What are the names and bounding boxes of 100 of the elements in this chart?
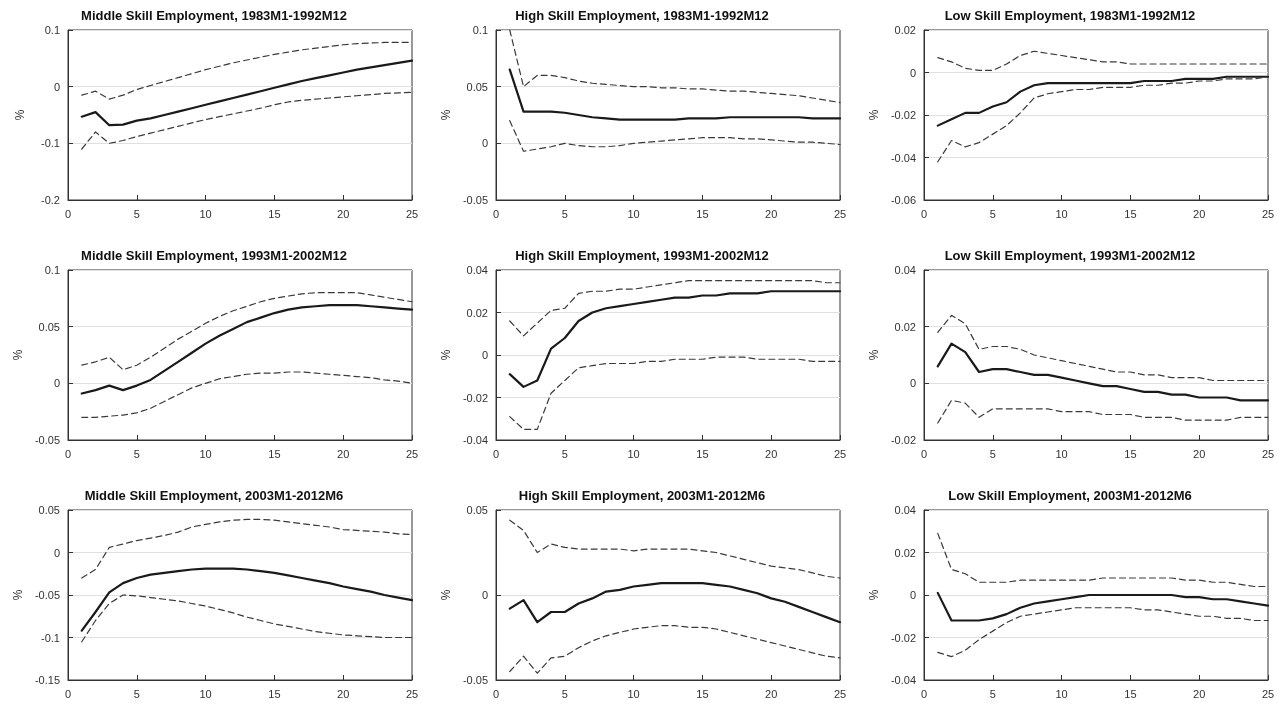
y-tick-label: 0.02 (894, 24, 916, 36)
y-tick-label: -0.04 (462, 434, 488, 446)
x-tick-label: 5 (989, 447, 996, 460)
y-tick-label: 0.1 (44, 24, 60, 36)
x-tick-label: 10 (1055, 207, 1068, 220)
x-tick-label: 0 (920, 207, 928, 220)
x-tick-label: 25 (405, 207, 419, 220)
x-tick-label: 15 (268, 687, 281, 700)
y-tick-label: 0.05 (466, 504, 488, 516)
x-tick-label: 15 (268, 207, 281, 220)
x-tick-label: 25 (405, 687, 419, 700)
x-tick-label: 25 (833, 207, 847, 220)
line-series (80, 567, 414, 632)
x-tick-label: 20 (765, 687, 778, 700)
y-axis-title: % (867, 349, 882, 361)
y-axis-title: % (867, 589, 882, 601)
y-tick-label: 0.04 (894, 504, 916, 516)
x-tick-label: 5 (133, 207, 140, 220)
line-series (508, 290, 842, 388)
y-tick-label: -0.05 (34, 434, 60, 446)
y-tick-label: 0.04 (894, 264, 916, 276)
line-series (936, 591, 1270, 622)
x-tick-label: 5 (989, 687, 996, 700)
x-tick-label: 25 (1261, 687, 1275, 700)
y-tick-label: -0.02 (890, 109, 916, 121)
chart-title: Middle Skill Employment, 2003M1-2012M6 (84, 488, 344, 503)
chart-title: Low Skill Employment, 1993M1-2002M12 (944, 248, 1196, 263)
y-tick-label: 0 (909, 377, 916, 390)
x-tick-label: 25 (833, 447, 847, 460)
x-tick-label: 20 (1193, 207, 1206, 220)
y-tick-label: 0 (909, 589, 916, 601)
x-tick-label: 10 (199, 447, 212, 460)
chart-title: High Skill Employment, 2003M1-2012M6 (518, 488, 766, 503)
x-tick-label: 10 (199, 207, 212, 220)
y-tick-label: -0.2 (41, 194, 60, 206)
x-tick-label: 25 (833, 687, 847, 700)
y-tick-label: 0.05 (38, 504, 60, 516)
y-tick-label: -0.02 (462, 391, 488, 404)
x-tick-label: 5 (133, 447, 140, 460)
y-axis-title: % (439, 349, 454, 361)
y-tick-label: -0.05 (462, 194, 488, 206)
y-tick-label: 0 (53, 377, 60, 390)
line-series (936, 75, 1270, 127)
x-tick-label: 5 (561, 687, 568, 700)
line-series (936, 342, 1270, 402)
y-tick-label: 0.02 (894, 320, 916, 333)
x-tick-label: 0 (492, 687, 500, 700)
chart-title: High Skill Employment, 1983M1-1992M12 (515, 8, 769, 23)
x-tick-label: 0 (64, 447, 72, 460)
chart-title: Middle Skill Employment, 1993M1-2002M12 (81, 248, 347, 263)
x-tick-label: 15 (696, 687, 709, 700)
y-axis-title: % (11, 589, 26, 601)
y-tick-label: -0.02 (890, 434, 916, 446)
x-tick-label: 20 (337, 687, 350, 700)
y-tick-label: 0.05 (466, 80, 488, 93)
y-tick-label: 0 (481, 349, 488, 361)
line-series (508, 582, 842, 624)
x-tick-label: 5 (561, 447, 568, 460)
x-tick-label: 0 (64, 207, 72, 220)
x-tick-label: 15 (696, 207, 709, 220)
y-tick-label: 0.05 (38, 320, 60, 333)
y-axis-title: % (13, 109, 27, 121)
x-tick-label: 20 (337, 207, 350, 220)
x-tick-label: 10 (1055, 447, 1068, 460)
x-tick-label: 10 (1055, 687, 1068, 700)
y-axis-title: % (439, 589, 454, 601)
x-tick-label: 25 (1261, 207, 1275, 220)
x-tick-label: 20 (337, 447, 350, 460)
x-tick-label: 10 (627, 447, 640, 460)
x-tick-label: 5 (133, 687, 140, 700)
y-tick-label: -0.05 (34, 589, 60, 601)
y-tick-label: 0.04 (466, 264, 488, 276)
y-tick-label: -0.04 (890, 674, 916, 686)
x-tick-label: 10 (627, 687, 640, 700)
line-series (508, 68, 842, 121)
y-tick-label: 0 (53, 546, 60, 559)
y-tick-label: 0.02 (466, 306, 488, 319)
line-series (80, 304, 414, 395)
chart-title: Low Skill Employment, 1983M1-1992M12 (944, 8, 1196, 23)
x-tick-label: 20 (765, 207, 778, 220)
x-tick-label: 5 (561, 207, 568, 220)
y-tick-label: 0.02 (894, 546, 916, 559)
x-tick-label: 15 (1124, 447, 1137, 460)
y-tick-label: -0.06 (890, 194, 916, 206)
chart-title: Low Skill Employment, 2003M1-2012M6 (948, 488, 1192, 503)
x-tick-label: 15 (696, 447, 709, 460)
x-tick-label: 15 (1124, 207, 1137, 220)
y-tick-label: 0 (909, 66, 916, 79)
chart-title: High Skill Employment, 1993M1-2002M12 (515, 248, 769, 263)
y-tick-label: -0.04 (890, 151, 916, 164)
x-tick-label: 25 (405, 447, 419, 460)
y-tick-label: -0.02 (890, 631, 916, 644)
x-tick-label: 10 (627, 207, 640, 220)
y-axis-title: % (867, 109, 882, 121)
y-tick-label: -0.15 (34, 674, 60, 686)
x-tick-label: 15 (1124, 687, 1137, 700)
x-tick-label: 0 (492, 207, 500, 220)
x-tick-label: 25 (1261, 447, 1275, 460)
x-tick-label: 0 (492, 447, 500, 460)
line-series (80, 59, 414, 127)
